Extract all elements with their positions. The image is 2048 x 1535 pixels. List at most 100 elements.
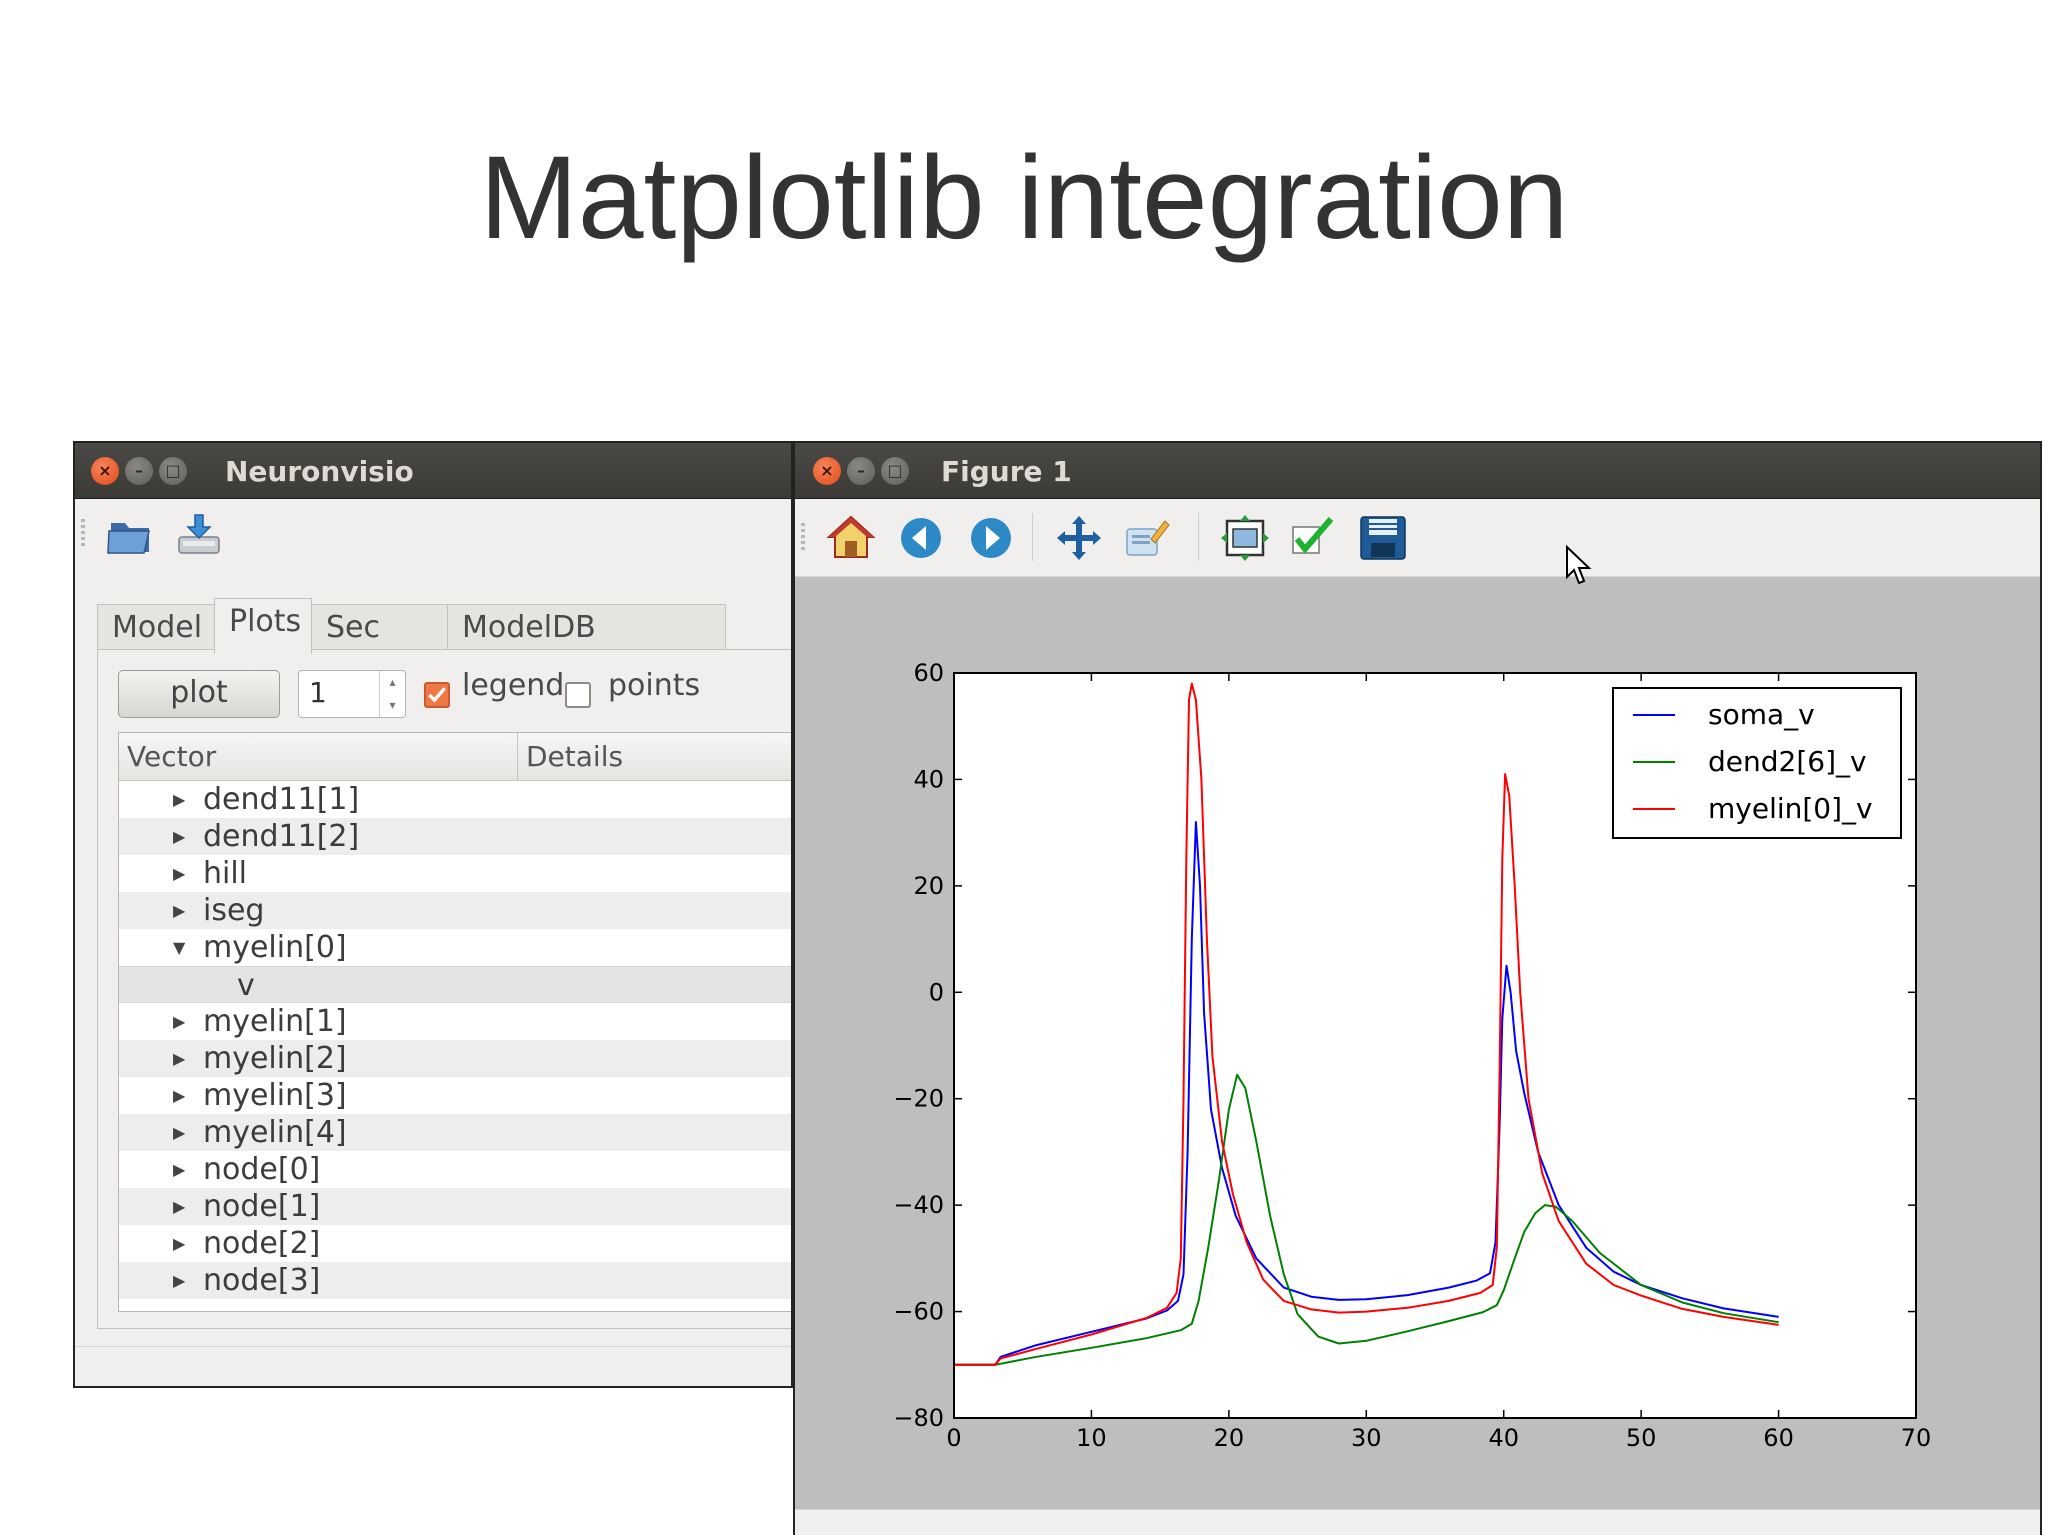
forward-icon[interactable] xyxy=(965,513,1017,563)
y-tick-label: 20 xyxy=(913,872,944,900)
maximize-icon[interactable]: □ xyxy=(159,457,187,485)
x-tick-label: 70 xyxy=(1901,1424,1932,1452)
figure-toolbar xyxy=(795,499,2040,577)
maximize-icon[interactable]: □ xyxy=(881,457,909,485)
tree-row[interactable]: ▶ dend11[2] xyxy=(119,818,791,855)
legend-checkbox[interactable] xyxy=(424,682,450,708)
tree-row[interactable]: ▶ iseg xyxy=(119,892,791,929)
apply-icon[interactable] xyxy=(1287,513,1339,563)
legend-label: dend2[6]_v xyxy=(1708,745,1867,778)
collapsed-arrow-icon[interactable]: ▶ xyxy=(173,1086,186,1105)
collapsed-arrow-icon[interactable]: ▶ xyxy=(173,864,186,883)
tree-row[interactable]: ▶ dend11[1] xyxy=(119,781,791,818)
collapsed-arrow-icon[interactable]: ▶ xyxy=(173,1160,186,1179)
x-tick-label: 60 xyxy=(1763,1424,1794,1452)
tree-row-label: node[0] xyxy=(203,1152,321,1187)
figure-titlebar: × – □ Figure 1 xyxy=(795,443,2040,499)
plot-button[interactable]: plot xyxy=(118,670,280,718)
collapsed-arrow-icon[interactable]: ▶ xyxy=(173,1271,186,1290)
tree-row[interactable]: ▶ node[0] xyxy=(119,1151,791,1188)
collapsed-arrow-icon[interactable]: ▶ xyxy=(173,1234,186,1253)
load-icon[interactable] xyxy=(173,509,225,559)
y-tick-label: −80 xyxy=(893,1404,944,1432)
collapsed-arrow-icon[interactable]: ▶ xyxy=(173,1049,186,1068)
plot-count-value: 1 xyxy=(309,676,327,709)
tree-row-label: dend11[1] xyxy=(203,782,360,817)
toolbar-grip[interactable] xyxy=(81,519,85,549)
collapsed-arrow-icon[interactable]: ▶ xyxy=(173,790,186,809)
collapsed-arrow-icon[interactable]: ▶ xyxy=(173,1197,186,1216)
tree-row-label: node[2] xyxy=(203,1226,321,1261)
expanded-arrow-icon[interactable]: ▼ xyxy=(173,938,186,957)
y-tick-label: 40 xyxy=(913,765,944,793)
tree-row-label: hill xyxy=(203,856,248,891)
tree-row-label: node[3] xyxy=(203,1263,321,1298)
points-checkbox[interactable] xyxy=(565,682,591,708)
tab-model[interactable]: Model xyxy=(97,604,215,652)
tree-row-label: dend11[2] xyxy=(203,819,360,854)
minimize-icon[interactable]: – xyxy=(125,457,153,485)
legend-label: legend xyxy=(462,668,565,703)
tree-row[interactable]: ▶ hill xyxy=(119,855,791,892)
tree-row[interactable]: ▶ myelin[3] xyxy=(119,1077,791,1114)
y-tick-label: 60 xyxy=(913,659,944,687)
collapsed-arrow-icon[interactable]: ▶ xyxy=(173,1123,186,1142)
column-details[interactable]: Details xyxy=(517,733,791,781)
minimize-icon[interactable]: – xyxy=(847,457,875,485)
x-tick-label: 30 xyxy=(1351,1424,1382,1452)
window-title: Figure 1 xyxy=(941,455,1072,488)
tree-row[interactable]: ▼ myelin[0] xyxy=(119,929,791,966)
tree-row-label: myelin[1] xyxy=(203,1004,347,1039)
subplots-icon[interactable] xyxy=(1219,513,1271,563)
save-icon[interactable] xyxy=(1357,513,1409,563)
open-folder-icon[interactable] xyxy=(105,509,157,559)
vector-tree: Vector Details ▶ dend11[1] ▶ dend11[2] ▶ hill… xyxy=(118,732,791,1312)
collapsed-arrow-icon[interactable]: ▶ xyxy=(173,1012,186,1031)
checkmark-icon xyxy=(428,687,446,703)
y-tick-label: 0 xyxy=(929,978,944,1006)
neuronvisio-titlebar: × – □ Neuronvisio xyxy=(75,443,791,499)
series-line-1 xyxy=(954,1073,1779,1366)
back-icon[interactable] xyxy=(895,513,947,563)
tree-row-label: myelin[0] xyxy=(203,930,347,965)
tree-row[interactable]: ▶ myelin[4] xyxy=(119,1114,791,1151)
spin-up-icon[interactable]: ▴ xyxy=(389,675,396,689)
tree-row-label: v xyxy=(237,968,255,1003)
x-tick-label: 40 xyxy=(1488,1424,1519,1452)
tree-row[interactable]: ▶ myelin[2] xyxy=(119,1040,791,1077)
toolbar-grip[interactable] xyxy=(801,523,805,553)
pan-icon[interactable] xyxy=(1053,513,1105,563)
collapsed-arrow-icon[interactable]: ▶ xyxy=(173,901,186,920)
collapsed-arrow-icon[interactable]: ▶ xyxy=(173,827,186,846)
home-icon[interactable] xyxy=(825,513,877,563)
tree-row[interactable]: ▶ node[3] xyxy=(119,1262,791,1299)
close-icon[interactable]: × xyxy=(91,457,119,485)
x-tick-label: 10 xyxy=(1076,1424,1107,1452)
tree-row-label: myelin[4] xyxy=(203,1115,347,1150)
edit-axis-icon[interactable] xyxy=(1121,513,1173,563)
plots-panel: plot 1 ▴ ▾ legend points Vector Details … xyxy=(97,649,791,1329)
tab-sec-info[interactable]: Sec Info xyxy=(311,604,448,691)
y-tick-label: −60 xyxy=(893,1298,944,1326)
tab-plots[interactable]: Plots xyxy=(214,598,312,654)
status-bar xyxy=(75,1346,791,1386)
series-line-0 xyxy=(954,821,1779,1366)
tree-row[interactable]: ▶ myelin[1] xyxy=(119,1003,791,1040)
toolbar-separator xyxy=(1198,513,1199,561)
legend-label: soma_v xyxy=(1708,698,1815,731)
close-icon[interactable]: × xyxy=(813,457,841,485)
spin-down-icon[interactable]: ▾ xyxy=(389,698,396,712)
mouse-pointer-icon xyxy=(1566,545,1592,585)
legend-label: myelin[0]_v xyxy=(1708,792,1873,825)
figure-statusbar xyxy=(795,1509,2040,1535)
tree-header: Vector Details xyxy=(119,733,791,781)
plot-count-stepper[interactable]: 1 ▴ ▾ xyxy=(298,670,406,718)
neuronvisio-toolbar xyxy=(75,499,791,569)
window-title: Neuronvisio xyxy=(225,455,414,488)
tree-row[interactable]: ▶ node[1] xyxy=(119,1188,791,1225)
line-chart[interactable]: 0 10 20 30 40 50 60 70 60 40 20 0 −20 −40 −60 −80 soma_v… xyxy=(795,443,2042,1535)
tree-row[interactable]: ▶ node[2] xyxy=(119,1225,791,1262)
tab-modeldb-explorer[interactable]: ModelDB Explorer xyxy=(447,604,726,691)
column-vector[interactable]: Vector xyxy=(127,740,217,773)
tree-row[interactable]: v xyxy=(119,966,791,1003)
